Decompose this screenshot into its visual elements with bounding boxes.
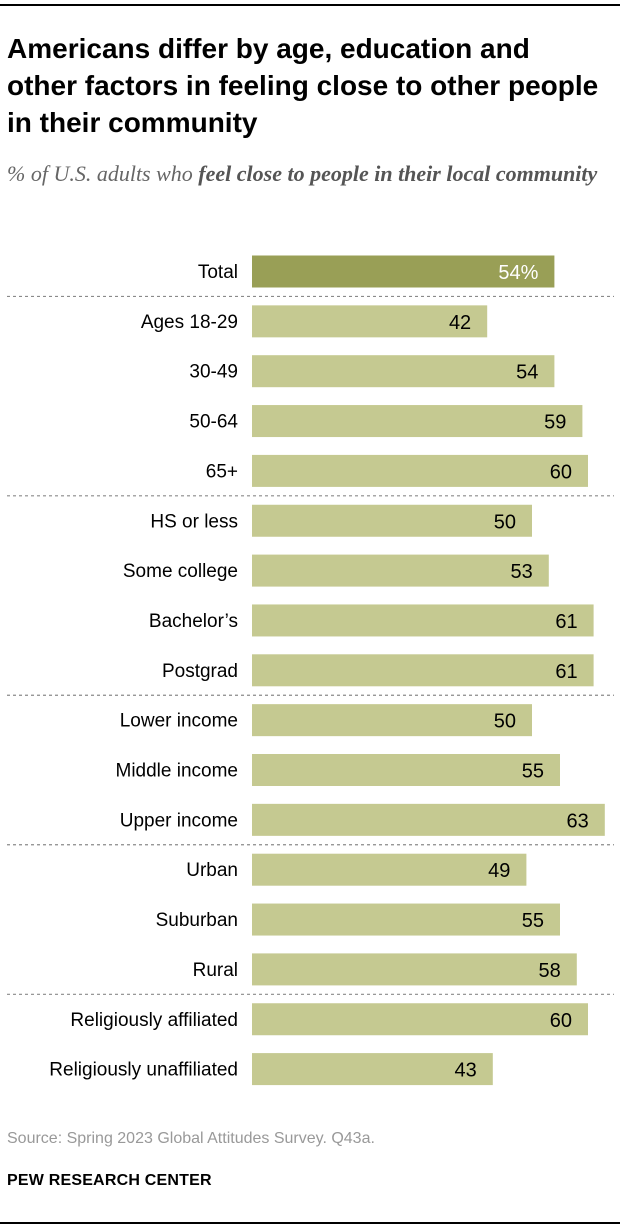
category-label: 65+ — [206, 461, 238, 482]
bar — [252, 405, 583, 438]
total-bar — [252, 255, 555, 288]
bar — [252, 803, 605, 836]
category-label: Urban — [186, 860, 238, 881]
bar — [252, 1003, 588, 1036]
value-label: 43 — [455, 1060, 477, 1082]
category-label: Middle income — [116, 761, 239, 782]
source-note: Source: Spring 2023 Global Attitudes Sur… — [7, 1130, 375, 1147]
category-label: Religiously unaffiliated — [49, 1060, 238, 1081]
value-label: 50 — [494, 711, 516, 733]
value-label: 60 — [550, 461, 572, 483]
value-label: 59 — [544, 412, 566, 434]
value-label: 61 — [555, 661, 577, 683]
category-label: Postgrad — [162, 661, 238, 682]
category-label: Religiously affiliated — [70, 1010, 238, 1031]
bar — [252, 903, 560, 936]
bar — [252, 1053, 493, 1086]
bar — [252, 454, 588, 487]
value-label: 58 — [539, 960, 561, 982]
value-label: 50 — [494, 511, 516, 533]
category-label: Total — [198, 262, 238, 283]
value-label: 55 — [522, 761, 544, 783]
bar — [252, 704, 532, 737]
chart-subtitle: % of U.S. adults who feel close to peopl… — [7, 158, 607, 189]
category-label: Suburban — [156, 910, 238, 931]
category-label: Some college — [123, 561, 238, 582]
category-label: Bachelor’s — [149, 611, 238, 632]
bar — [252, 604, 594, 637]
value-label: 53 — [511, 561, 533, 583]
value-label: 49 — [488, 860, 510, 882]
category-label: Ages 18-29 — [141, 312, 238, 333]
bar — [252, 853, 527, 886]
value-label: 61 — [555, 611, 577, 633]
category-label: Upper income — [120, 810, 238, 831]
chart-title: Americans differ by age, education and o… — [7, 33, 599, 138]
bar — [252, 754, 560, 786]
value-label: 63 — [567, 810, 589, 832]
bar — [252, 953, 577, 986]
category-label: 50-64 — [189, 412, 238, 433]
bar — [252, 355, 555, 388]
value-label: 55 — [522, 910, 544, 932]
subtitle-emphasis: feel close to people in their local comm… — [198, 161, 598, 186]
bottom-rule — [0, 1222, 620, 1224]
bar — [252, 654, 594, 687]
bar — [252, 504, 532, 537]
category-label: HS or less — [150, 511, 238, 532]
value-label: 54% — [498, 262, 538, 284]
value-label: 42 — [449, 312, 471, 334]
bar — [252, 554, 549, 587]
bar — [252, 305, 488, 338]
value-label: 60 — [550, 1010, 572, 1032]
publisher-credit: PEW RESEARCH CENTER — [7, 1172, 212, 1189]
subtitle-lead: % of U.S. adults who — [7, 161, 199, 186]
category-label: 30-49 — [189, 362, 238, 383]
category-label: Rural — [193, 960, 238, 981]
value-label: 54 — [516, 362, 538, 384]
top-rule — [0, 4, 620, 6]
category-label: Lower income — [120, 711, 238, 732]
